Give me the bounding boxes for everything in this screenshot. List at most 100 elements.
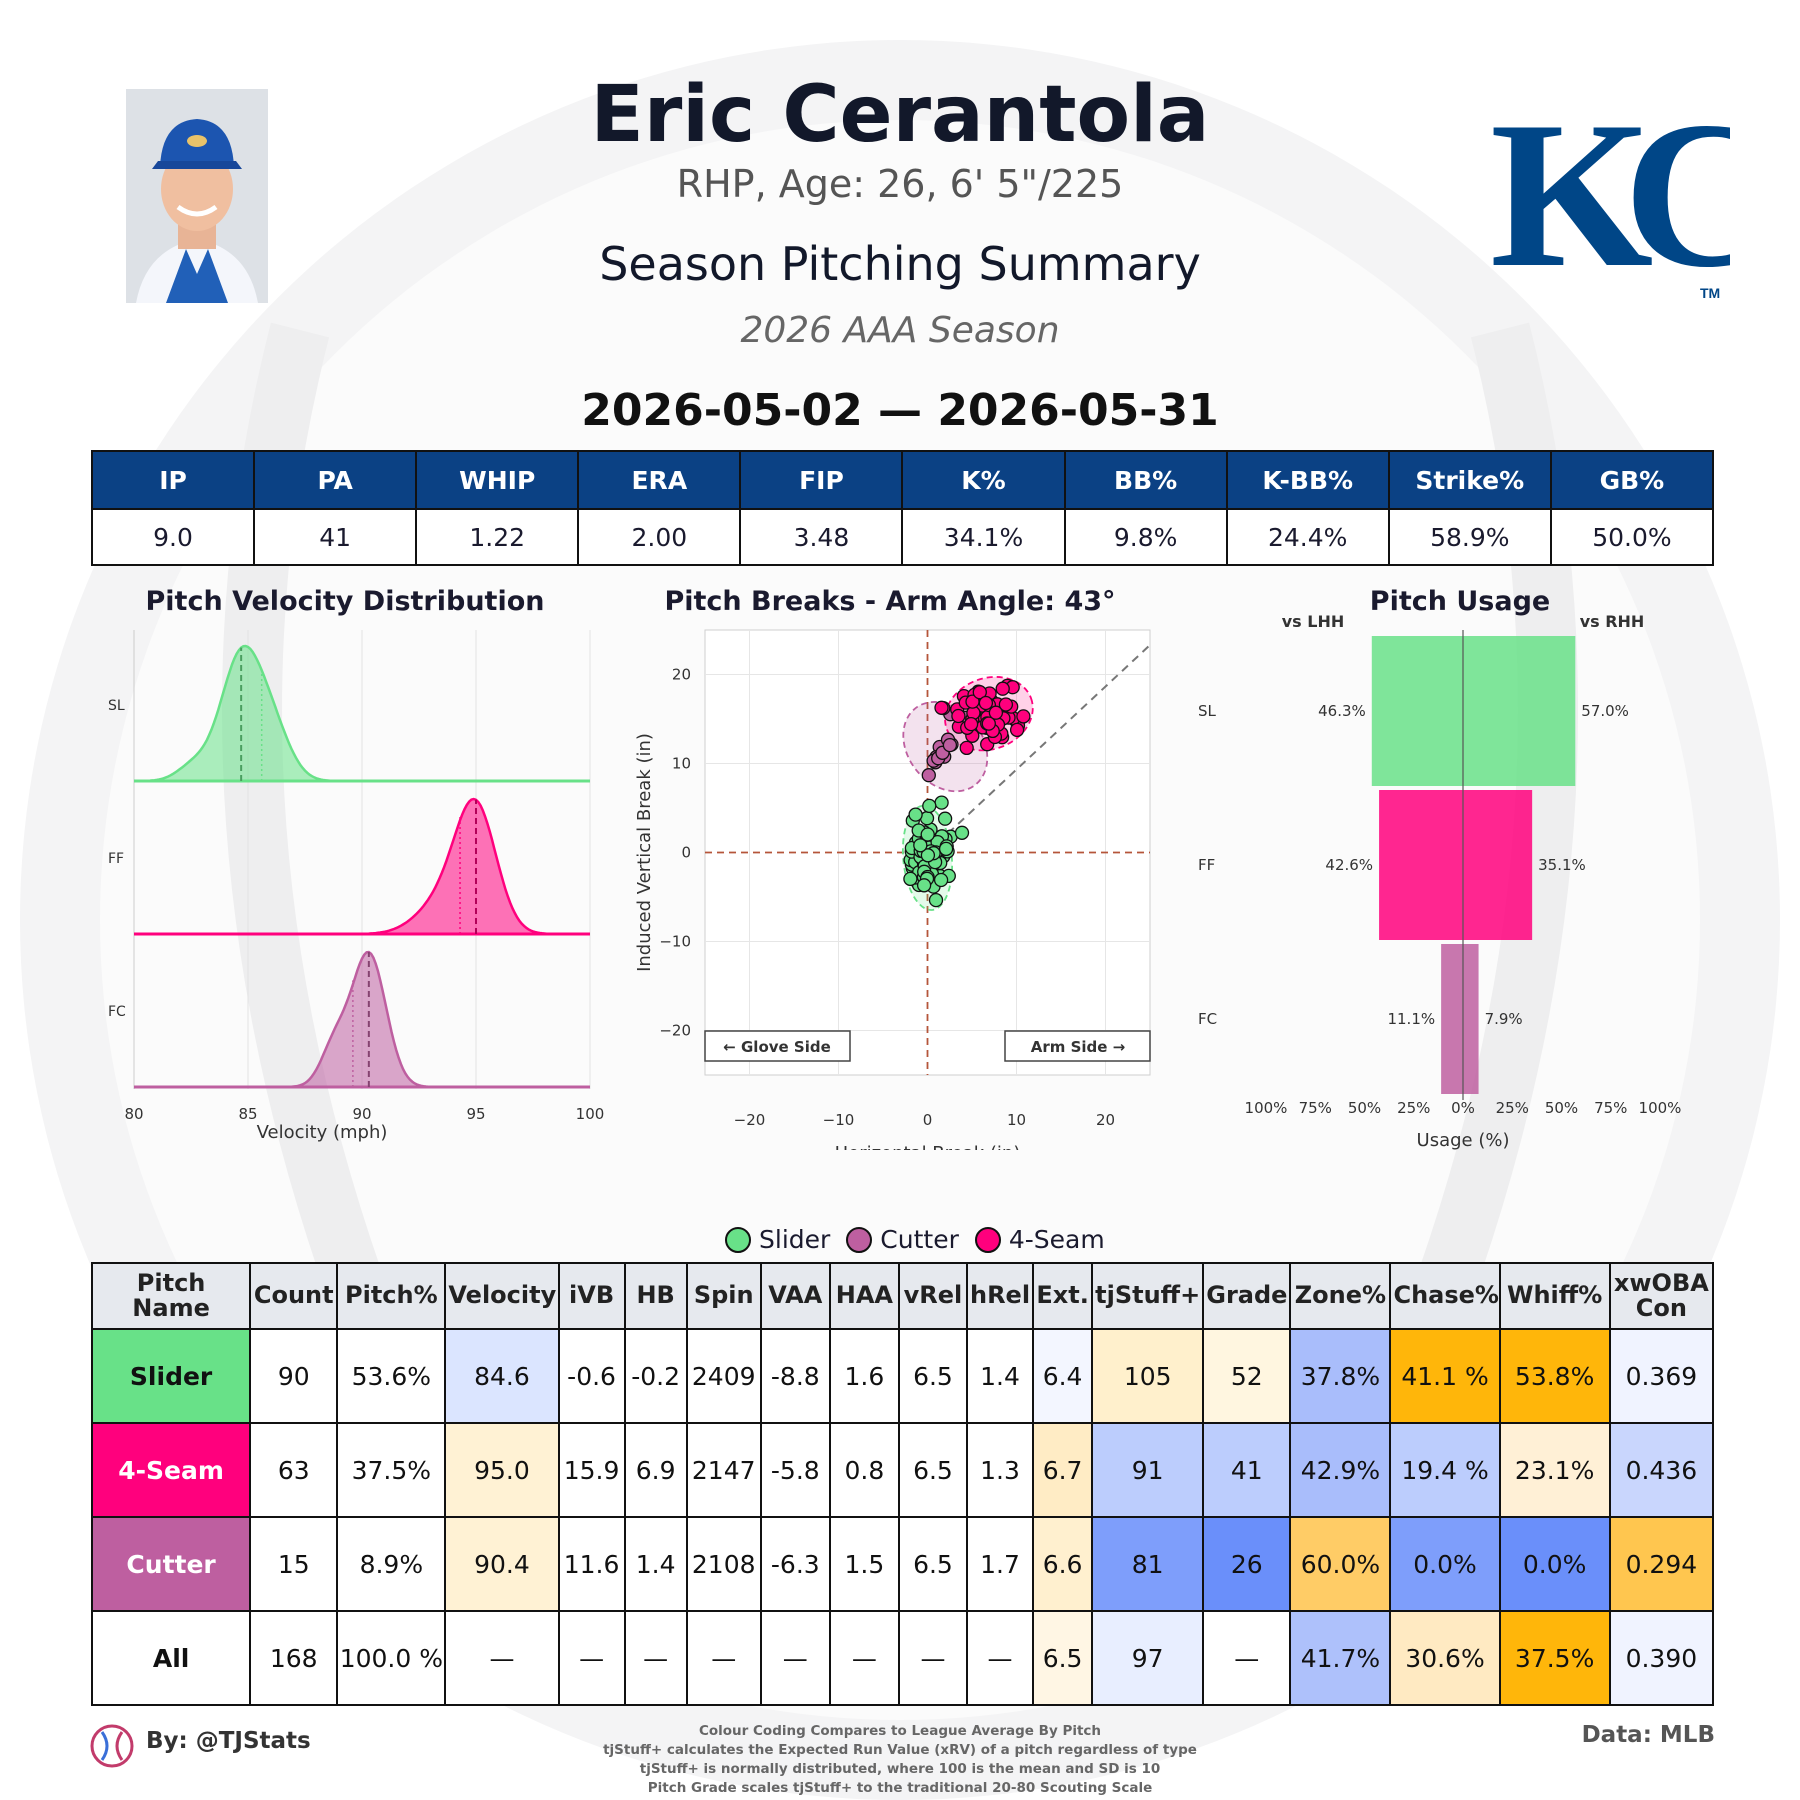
pitch-table-cell: — <box>828 1610 900 1706</box>
date-range: 2026-05-02 — 2026-05-31 <box>581 385 1219 436</box>
pitch-table-cell: 15.9 <box>557 1422 626 1518</box>
stat-value: 3.48 <box>739 508 904 566</box>
stat-value: 50.0% <box>1549 508 1715 566</box>
break-x-tick-label: −20 <box>734 1111 766 1129</box>
season-label: 2026 AAA Season <box>740 310 1060 351</box>
player-headshot-image <box>126 89 268 303</box>
pitch-table-header: Pitch Name <box>90 1262 252 1330</box>
break-y-tick-label: 20 <box>672 666 691 684</box>
pitch-table-header: Pitch% <box>336 1262 447 1330</box>
pitch-table-header: HAA <box>828 1262 900 1330</box>
pitch-table-cell: 63 <box>249 1422 339 1518</box>
pitch-table-cell: 97 <box>1091 1610 1205 1706</box>
break-y-tick-label: 10 <box>672 755 691 773</box>
pitch-table-cell: — <box>965 1610 1035 1706</box>
pitch-table-cell: 90.4 <box>444 1516 560 1612</box>
usage-tick-label: 75% <box>1594 1099 1627 1117</box>
break-point-slider <box>933 872 949 888</box>
usage-bar-lhh <box>1441 944 1463 1094</box>
stat-value: 2.00 <box>577 508 742 566</box>
break-point-fourseam <box>972 685 987 700</box>
pitch-table-cell: 53.8% <box>1498 1328 1611 1424</box>
break-point-slider <box>928 892 944 908</box>
pitch-table-row: Cutter 15 8.9% 90.4 11.6 1.4 2108 -6.3 1.5 6.5 1.7… <box>90 1516 1715 1612</box>
stat-value: 41 <box>253 508 418 566</box>
pitch-table-header: Whiff% <box>1498 1262 1611 1330</box>
pitch-table-header: Ext. <box>1032 1262 1094 1330</box>
pitch-table-cell: 0.369 <box>1608 1328 1715 1424</box>
player-headshot <box>126 89 268 303</box>
velocity-distribution-chart: SL FF FC 80 85 90 95 100 Velocity (mph) <box>108 630 605 1143</box>
usage-chart-title: Pitch Usage <box>1369 586 1551 617</box>
usage-label-rhh: 57.0% <box>1581 702 1629 720</box>
velocity-row-label: FF <box>108 851 124 867</box>
pitch-table-header: Velocity <box>444 1262 560 1330</box>
break-point-slider <box>920 827 935 842</box>
legend-label: 4-Seam <box>1008 1225 1105 1254</box>
summary-title: Season Pitching Summary <box>599 237 1201 291</box>
break-point-slider <box>938 841 954 857</box>
usage-bar-lhh <box>1379 790 1463 940</box>
pitch-table-row: Slider 90 53.6% 84.6 -0.6 -0.2 2409 -8.8 1.6 6.5 1… <box>90 1328 1715 1424</box>
pitch-table-cell: 26 <box>1202 1516 1292 1612</box>
pitch-table-cell: — <box>685 1610 762 1706</box>
pitch-table-cell: 95.0 <box>444 1422 560 1518</box>
usage-tick-label: 25% <box>1496 1099 1529 1117</box>
pitch-table-cell: 2147 <box>685 1422 762 1518</box>
pitch-table-cell: — <box>557 1610 626 1706</box>
pitch-table-cell: -5.8 <box>759 1422 831 1518</box>
pitch-table-cell: 2409 <box>685 1328 762 1424</box>
legend-item: 4-Seam <box>974 1225 1105 1254</box>
pitch-table-cell: -6.3 <box>759 1516 831 1612</box>
break-point-fourseam <box>988 705 1004 720</box>
pitch-table-cell: 0.0% <box>1389 1516 1501 1612</box>
legend-item: Cutter <box>846 1225 959 1254</box>
pitch-table-header: xwOBA Con <box>1608 1262 1715 1330</box>
legend-item: Slider <box>725 1225 830 1254</box>
pitch-table-cell: 1.4 <box>623 1516 688 1612</box>
pitch-table-cell: 41 <box>1202 1422 1292 1518</box>
pitch-table-cell: 6.5 <box>897 1422 968 1518</box>
pitch-table-cell: — <box>444 1610 560 1706</box>
team-logo-tm: TM <box>1700 285 1720 300</box>
pitch-table-cell: 1.3 <box>965 1422 1035 1518</box>
usage-tick-label: 50% <box>1348 1099 1381 1117</box>
pitch-table-cell: 1.4 <box>965 1328 1035 1424</box>
velocity-density-fc <box>134 950 590 1089</box>
player-name: Eric Cerantola <box>590 70 1210 160</box>
legend-label: Cutter <box>880 1225 959 1254</box>
pitch-table-cell: 19.4 % <box>1389 1422 1501 1518</box>
usage-bar-rhh <box>1463 790 1533 940</box>
velocity-row-label: SL <box>108 698 125 714</box>
break-point-slider <box>934 795 949 810</box>
pitch-table-cell: -0.6 <box>557 1328 626 1424</box>
footer-note: tjStuff+ is normally distributed, where … <box>639 1761 1161 1777</box>
break-point-fourseam <box>963 716 979 732</box>
velocity-row-label: FC <box>108 1004 126 1020</box>
break-x-tick-label: 0 <box>923 1111 933 1129</box>
footer-note: Pitch Grade scales tjStuff+ to the tradi… <box>647 1780 1153 1796</box>
pitch-table-cell: 100.0 % <box>336 1610 447 1706</box>
pitch-table-cell: 6.4 <box>1032 1328 1094 1424</box>
usage-row-label: FF <box>1198 856 1215 874</box>
stat-header: Strike% <box>1387 450 1552 510</box>
velocity-tick-label: 80 <box>124 1105 143 1123</box>
pitch-table-cell: 60.0% <box>1289 1516 1392 1612</box>
break-y-axis-label: Induced Vertical Break (in) <box>634 733 655 972</box>
pitch-table-row: 4-Seam 63 37.5% 95.0 15.9 6.9 2147 -5.8 0.8 6.5 1.… <box>90 1422 1715 1518</box>
pitch-table-cell: 53.6% <box>336 1328 447 1424</box>
stats-value-row: 9.0 41 1.22 2.00 3.48 34.1% 9.8% 24.4% 58.9% 50.0… <box>90 508 1715 566</box>
glove-side-box: ← Glove Side <box>704 1030 851 1062</box>
pitch-table-cell: 0.0% <box>1498 1516 1611 1612</box>
stat-header: BB% <box>1063 450 1228 510</box>
usage-label-lhh: 11.1% <box>1387 1010 1435 1028</box>
break-point-slider <box>908 807 923 822</box>
pitch-table-cell: 23.1% <box>1498 1422 1611 1518</box>
break-point-slider <box>913 838 928 853</box>
pitch-table-cell: 1.6 <box>828 1328 900 1424</box>
stat-header: IP <box>90 450 256 510</box>
velocity-tick-label: 100 <box>576 1105 605 1123</box>
pitch-table-cell: 6.5 <box>897 1516 968 1612</box>
break-y-tick-label: −20 <box>659 1022 691 1040</box>
break-point-cutter <box>942 737 958 753</box>
